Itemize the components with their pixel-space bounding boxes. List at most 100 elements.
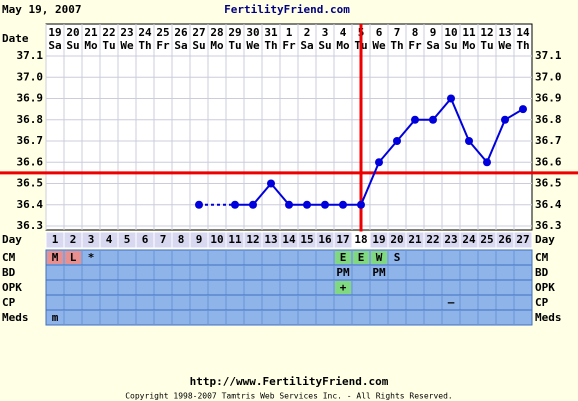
weekday-label: Su <box>444 39 457 52</box>
date-label: 6 <box>376 26 383 39</box>
row-label: CM <box>2 251 16 264</box>
date-label: 22 <box>102 26 115 39</box>
temp-point <box>393 137 401 145</box>
day-number: 27 <box>516 233 529 246</box>
temp-point <box>429 115 437 124</box>
day-number: 21 <box>408 233 422 246</box>
entry-text: E <box>358 251 365 264</box>
day-number: 20 <box>390 233 403 246</box>
y-tick-label: 37.0 <box>17 70 44 83</box>
entry-cell <box>353 251 369 264</box>
day-number: 16 <box>318 233 332 246</box>
row-label: CP <box>2 296 16 309</box>
entry-text: * <box>88 251 95 264</box>
weekday-label: Sa <box>174 39 187 52</box>
row-bg <box>45 249 533 266</box>
y-tick-label: 36.4 <box>17 198 44 211</box>
day-number: 19 <box>372 233 385 246</box>
footer-url: http://www.FertilityFriend.com <box>190 375 389 388</box>
weekday-label: Mo <box>462 39 476 52</box>
row-label: Meds <box>2 311 29 324</box>
weekday-label: Su <box>318 39 331 52</box>
date-label: 10 <box>444 26 457 39</box>
row-label-right: Meds <box>535 311 562 324</box>
day-number: 10 <box>210 233 223 246</box>
day-number: 22 <box>426 233 439 246</box>
day-label: Day <box>2 233 22 246</box>
entry-text: W <box>376 251 383 264</box>
plot-area <box>45 23 533 231</box>
row-label-right: BD <box>535 266 549 279</box>
date-label: 25 <box>156 26 169 39</box>
weekday-label: Th <box>264 39 277 52</box>
y-tick-label: 36.3 <box>17 219 44 232</box>
temp-point <box>321 200 329 209</box>
row-label: BD <box>2 266 16 279</box>
date-header: May 19, 2007 <box>2 3 81 16</box>
temp-point <box>465 137 473 145</box>
date-label: 7 <box>394 26 401 39</box>
footer-copyright: Copyright 1998-2007 Tamtris Web Services… <box>125 392 453 401</box>
entry-cell <box>65 251 81 264</box>
y-tick-label: 36.9 <box>17 92 44 105</box>
day-number: 5 <box>124 233 131 246</box>
date-label: 11 <box>462 26 476 39</box>
day-number: 12 <box>246 233 259 246</box>
temp-point <box>483 158 491 167</box>
y-tick-label-right: 37.1 <box>535 49 562 62</box>
weekday-label: Fr <box>282 39 296 52</box>
day-cell <box>513 231 533 249</box>
date-label: 1 <box>286 26 293 39</box>
row-label: OPK <box>2 281 22 294</box>
y-tick-label-right: 36.7 <box>535 134 562 147</box>
y-tick-label: 36.6 <box>17 155 44 168</box>
date-label: 8 <box>412 26 419 39</box>
day-number: 15 <box>300 233 313 246</box>
day-number: 13 <box>264 233 277 246</box>
row-bg <box>45 264 533 281</box>
row-bg <box>45 279 533 296</box>
weekday-label: Mo <box>210 39 224 52</box>
temp-point <box>195 200 203 209</box>
row-bg <box>45 294 533 311</box>
date-label: 27 <box>192 26 205 39</box>
date-label: 28 <box>210 26 223 39</box>
weekday-label: We <box>120 39 134 52</box>
entry-cell <box>335 251 351 264</box>
date-label: 3 <box>322 26 329 39</box>
y-tick-label-right: 36.8 <box>535 113 562 126</box>
temp-point <box>357 200 365 209</box>
day-label-right: Day <box>535 233 555 246</box>
day-number: 25 <box>480 233 493 246</box>
day-number: 1 <box>52 233 59 246</box>
weekday-label: Sa <box>426 39 439 52</box>
weekday-label: We <box>246 39 260 52</box>
weekday-label: Tu <box>480 39 493 52</box>
temp-point <box>519 105 527 114</box>
temp-point <box>501 115 509 124</box>
weekday-label: Th <box>138 39 151 52</box>
entry-text: PM <box>372 266 386 279</box>
date-label: 21 <box>84 26 98 39</box>
weekday-label: Fr <box>156 39 170 52</box>
date-label: 12 <box>480 26 493 39</box>
temp-point <box>267 179 275 188</box>
y-tick-label-right: 36.9 <box>535 92 562 105</box>
day-number: 8 <box>178 233 185 246</box>
entry-cell <box>47 251 63 264</box>
weekday-label: We <box>498 39 512 52</box>
date-label: 20 <box>66 26 79 39</box>
y-tick-label-right: 36.3 <box>535 219 562 232</box>
day-number: 24 <box>462 233 476 246</box>
date-label: 19 <box>48 26 61 39</box>
weekday-label: Th <box>516 39 529 52</box>
temp-point <box>375 158 383 167</box>
temp-point <box>303 200 311 209</box>
day-number: 2 <box>70 233 77 246</box>
date-label: 14 <box>516 26 530 39</box>
y-tick-label-right: 36.6 <box>535 155 562 168</box>
weekday-label: Sa <box>48 39 61 52</box>
temp-point <box>249 200 257 209</box>
date-label: 30 <box>246 26 259 39</box>
